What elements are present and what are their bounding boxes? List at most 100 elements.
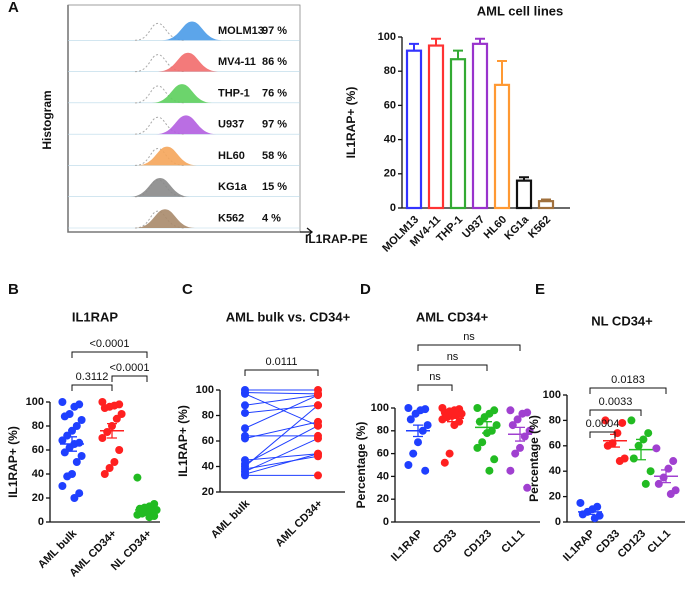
point xyxy=(77,416,86,424)
y-tick-label: 80 xyxy=(32,420,44,432)
bar xyxy=(405,49,423,210)
point xyxy=(654,479,663,488)
bar xyxy=(537,200,555,210)
x-tick-label: CLL1 xyxy=(645,528,673,556)
y-tick-label: 40 xyxy=(384,134,396,146)
error-bar xyxy=(409,42,419,51)
unstained-curve xyxy=(134,54,186,73)
x-tick-label: CD33 xyxy=(431,528,459,556)
row-percent: 97 % xyxy=(262,25,287,37)
point xyxy=(644,429,653,438)
point xyxy=(314,401,322,410)
y-tick-label: 20 xyxy=(377,493,389,505)
unstained-curve xyxy=(134,22,186,41)
point xyxy=(627,416,636,425)
y-tick-label: 40 xyxy=(202,460,214,472)
error-bar xyxy=(453,49,463,60)
pair-line xyxy=(244,404,319,467)
y-tick-label: 20 xyxy=(32,492,44,504)
stained-curve xyxy=(130,177,190,197)
y-tick-label: 0 xyxy=(383,516,389,528)
panel-letter: A xyxy=(8,0,19,16)
x-tick-label: IL1RAP xyxy=(389,528,425,564)
y-tick-label: 80 xyxy=(384,65,396,77)
y-tick-label: 60 xyxy=(549,440,561,452)
row-percent: 97 % xyxy=(262,119,287,131)
stained-curve xyxy=(135,209,195,228)
y-tick-label: 0 xyxy=(38,516,44,528)
x-tick-label: AML bulk xyxy=(209,497,253,541)
error-bar xyxy=(431,37,441,46)
point xyxy=(241,389,249,398)
point xyxy=(98,398,107,406)
bracket-label: 0.0033 xyxy=(599,396,633,408)
point xyxy=(601,416,610,425)
pair-line xyxy=(244,394,319,429)
sem-bar xyxy=(67,436,77,452)
pair-line xyxy=(244,394,319,406)
bracket xyxy=(244,369,319,376)
point xyxy=(72,458,81,466)
y-axis-label: IL1RAP+ (%) xyxy=(176,405,190,477)
bar xyxy=(449,58,467,210)
x-tick-label: CLL1 xyxy=(499,528,527,556)
unstained-curve xyxy=(134,85,186,104)
y-axis-label: IL1RAP+ (%) xyxy=(6,426,20,498)
point xyxy=(485,466,494,475)
point xyxy=(241,434,249,443)
point xyxy=(314,449,322,458)
point xyxy=(473,404,482,412)
point xyxy=(478,438,487,447)
point xyxy=(445,449,454,458)
sem-bar xyxy=(585,508,595,516)
point xyxy=(666,490,675,499)
y-tick-label: 40 xyxy=(377,470,389,482)
bracket xyxy=(71,351,148,358)
y-tick-label: 80 xyxy=(549,414,561,426)
x-tick-label: AML CD34+ xyxy=(273,498,325,550)
bracket-label: <0.0001 xyxy=(109,362,149,374)
point xyxy=(58,436,67,445)
point xyxy=(516,443,524,452)
point xyxy=(423,421,432,430)
bracket-label: ns xyxy=(429,371,441,383)
point xyxy=(70,402,79,411)
y-tick-label: 100 xyxy=(371,402,389,414)
stained-curve xyxy=(137,146,197,166)
bar xyxy=(427,44,445,210)
bracket xyxy=(417,344,521,351)
point xyxy=(98,434,107,442)
point xyxy=(100,470,109,478)
pair-line xyxy=(244,455,319,470)
pair-line xyxy=(244,421,319,439)
bracket-label: 0.3112 xyxy=(76,371,109,383)
panel-letter: B xyxy=(8,281,19,298)
point xyxy=(77,452,86,460)
point xyxy=(414,438,422,447)
x-tick-label: CD123 xyxy=(615,528,648,561)
bracket xyxy=(111,375,148,382)
point xyxy=(523,483,532,492)
row-name: HL60 xyxy=(218,150,245,162)
pair-line xyxy=(244,437,319,473)
y-tick-label: 60 xyxy=(384,99,396,111)
point xyxy=(314,434,322,443)
point xyxy=(603,441,612,450)
point xyxy=(110,458,119,466)
chart-title: IL1RAP xyxy=(72,309,119,324)
point xyxy=(58,398,67,406)
y-axis-label: Histogram xyxy=(40,90,54,149)
point xyxy=(473,443,482,452)
point xyxy=(411,409,420,418)
pair-line xyxy=(244,453,319,461)
row-name: KG1a xyxy=(218,181,248,193)
error-bar xyxy=(497,59,507,85)
y-tick-label: 0 xyxy=(555,516,561,528)
stained-curve xyxy=(162,21,222,41)
y-tick-label: 40 xyxy=(549,465,561,477)
y-axis-label: IL1RAP+ (%) xyxy=(344,87,358,159)
point xyxy=(576,498,585,507)
row-name: MV4-11 xyxy=(218,56,256,68)
y-axis-label: Percentage (%) xyxy=(527,415,541,502)
